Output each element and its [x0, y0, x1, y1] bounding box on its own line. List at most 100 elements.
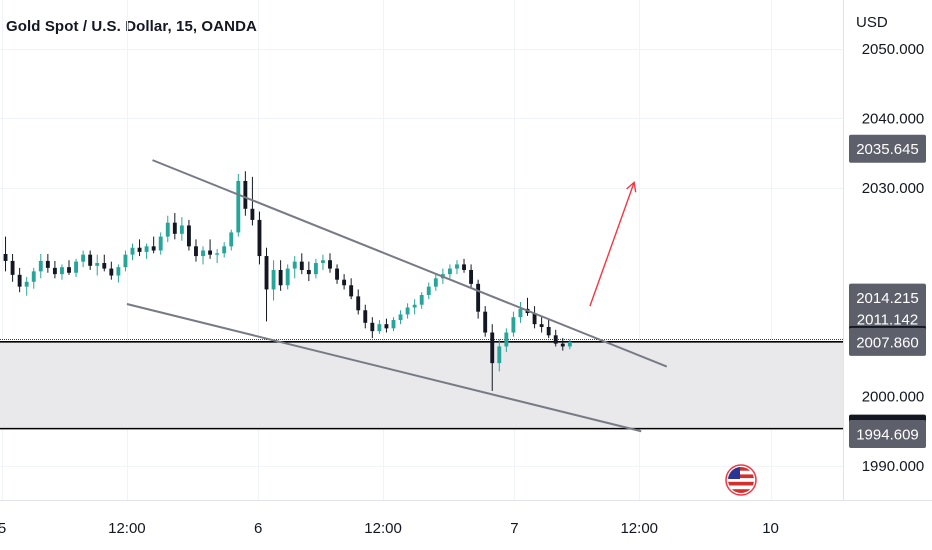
direction-arrow[interactable] [589, 180, 637, 307]
candle-10 [74, 258, 79, 277]
candle-70 [497, 339, 502, 372]
candle-59 [419, 292, 424, 309]
price-axis-labels: 2035.6452014.2152011.1422008.1292007.860… [849, 134, 926, 448]
time-tick-4: 7 [510, 520, 518, 537]
candle-16 [116, 264, 121, 283]
candle-0 [3, 236, 8, 272]
candle-39 [278, 260, 283, 291]
candle-51 [363, 304, 368, 329]
candle-73 [518, 301, 523, 323]
candle-36 [257, 211, 262, 265]
time-tick-0: 5 [0, 520, 6, 537]
candle-25 [179, 217, 184, 241]
svg-text:2035.645: 2035.645 [856, 141, 919, 158]
candle-30 [215, 249, 220, 264]
svg-text:1994.609: 1994.609 [856, 426, 919, 443]
candle-68 [483, 306, 488, 337]
candle-20 [144, 243, 149, 259]
candle-41 [292, 256, 297, 279]
candle-15 [109, 261, 114, 280]
price-label-6[interactable]: 1994.609 [849, 419, 926, 448]
candle-67 [476, 279, 481, 319]
candle-69 [490, 324, 495, 391]
candle-63 [447, 264, 452, 279]
candle-52 [370, 317, 375, 339]
candle-66 [469, 264, 474, 289]
candle-22 [158, 232, 163, 255]
demand-zone[interactable] [0, 341, 843, 429]
candles [3, 171, 572, 391]
time-tick-5: 12:00 [620, 520, 658, 537]
candle-38 [271, 260, 276, 301]
candle-58 [412, 299, 417, 315]
candle-56 [398, 310, 403, 325]
us-flag-event-icon[interactable] [725, 464, 757, 496]
price-label-1[interactable]: 2014.215 [849, 283, 926, 312]
candle-72 [511, 311, 516, 337]
candle-78 [553, 329, 558, 347]
candle-32 [229, 229, 234, 251]
price-label-0[interactable]: 2035.645 [849, 134, 926, 163]
price-tick-2: 2030.000 [862, 180, 925, 197]
candle-4 [31, 267, 36, 289]
lower-channel-line[interactable] [126, 303, 642, 433]
candle-3 [24, 276, 29, 296]
candle-65 [462, 258, 466, 273]
candle-9 [67, 260, 71, 275]
time-tick-3: 12:00 [364, 520, 402, 537]
candle-55 [391, 317, 396, 332]
price-tick-4: 1990.000 [862, 458, 925, 475]
candle-12 [88, 250, 93, 270]
candle-1 [10, 253, 15, 282]
price-axis-currency: USD [856, 14, 888, 31]
candle-61 [433, 274, 438, 291]
candle-8 [60, 264, 64, 280]
candle-11 [81, 250, 86, 268]
candle-48 [342, 274, 347, 290]
candle-6 [45, 253, 50, 273]
time-tick-6: 10 [762, 520, 779, 537]
time-tick-1: 12:00 [108, 520, 146, 537]
candle-33 [236, 174, 241, 237]
candle-64 [455, 260, 459, 275]
candle-17 [123, 250, 128, 272]
horizontal-levels [0, 339, 843, 430]
candle-5 [38, 253, 43, 279]
price-axis-ticks: 2050.000 2040.000 2030.000 2000.000 1990.000 [862, 41, 925, 475]
candle-14 [102, 254, 107, 272]
candle-57 [405, 303, 410, 319]
candle-2 [17, 267, 22, 293]
upper-channel-line[interactable] [152, 159, 668, 368]
candle-50 [356, 289, 361, 315]
candle-19 [137, 239, 142, 257]
svg-text:2007.860: 2007.860 [856, 334, 919, 351]
candle-74 [525, 297, 530, 316]
candle-47 [335, 264, 339, 284]
candle-29 [208, 239, 213, 259]
candle-43 [306, 261, 311, 282]
candle-76 [539, 315, 544, 333]
candle-26 [186, 219, 191, 251]
candle-71 [504, 328, 509, 352]
price-tick-0: 2050.000 [862, 41, 925, 58]
candle-49 [349, 278, 354, 300]
candle-54 [384, 318, 389, 333]
time-tick-2: 6 [254, 520, 262, 537]
candle-46 [328, 253, 332, 273]
candle-75 [532, 306, 537, 329]
trendlines[interactable] [126, 159, 668, 433]
candle-7 [52, 260, 57, 279]
price-tick-3: 2000.000 [862, 388, 925, 405]
time-axis-ticks: 5 12:00 6 12:00 7 12:00 10 [0, 520, 779, 537]
price-tick-1: 2040.000 [862, 110, 925, 127]
svg-text:2011.142: 2011.142 [857, 312, 918, 329]
candle-27 [194, 239, 198, 262]
candle-31 [222, 242, 227, 258]
svg-text:2014.215: 2014.215 [856, 290, 919, 307]
candle-77 [546, 320, 551, 339]
candle-34 [243, 171, 248, 216]
arrow-shaft [589, 182, 635, 307]
candle-42 [299, 253, 304, 275]
price-label-4[interactable]: 2007.860 [849, 327, 926, 356]
